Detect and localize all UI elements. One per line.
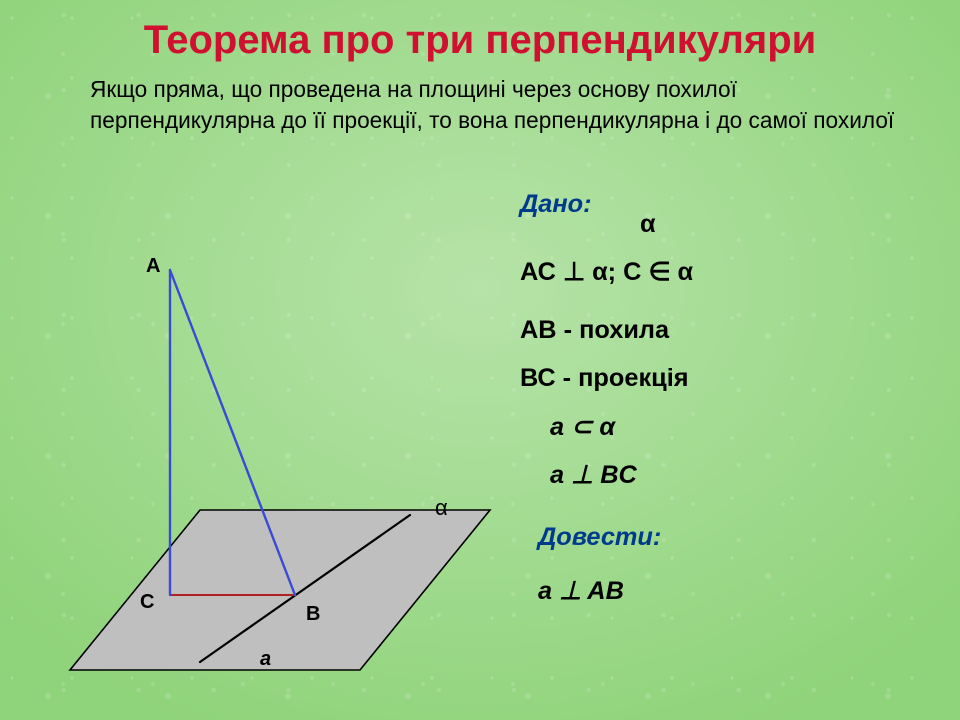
given-line-2: АВ - похила: [520, 306, 693, 354]
given-line-0: α: [640, 200, 693, 248]
title: Теорема про три перпендикуляри: [0, 18, 960, 63]
given-line-1: АС ⊥ α; С ∈ α: [520, 248, 693, 296]
given-line-3: ВС - проекція: [520, 354, 693, 402]
prove-heading: Довести:: [538, 513, 693, 561]
given-line-4: a ⊂ α: [550, 403, 693, 451]
label-C: С: [140, 591, 154, 613]
prove-line: a ⊥ AB: [538, 567, 693, 615]
plane-alpha: [70, 510, 490, 670]
label-alpha: α: [435, 495, 448, 520]
given-block: Дано: α АС ⊥ α; С ∈ α АВ - похила ВС - п…: [520, 180, 693, 615]
diagram: α А В С a: [40, 240, 520, 700]
label-A: А: [146, 255, 160, 277]
theorem-text: Якщо пряма, що проведена на площині чере…: [90, 74, 900, 135]
label-line-a: a: [260, 648, 271, 670]
given-line-5: a ⊥ BC: [550, 451, 693, 499]
label-B: В: [306, 603, 320, 625]
slide: Теорема про три перпендикуляри Якщо прям…: [0, 0, 960, 720]
